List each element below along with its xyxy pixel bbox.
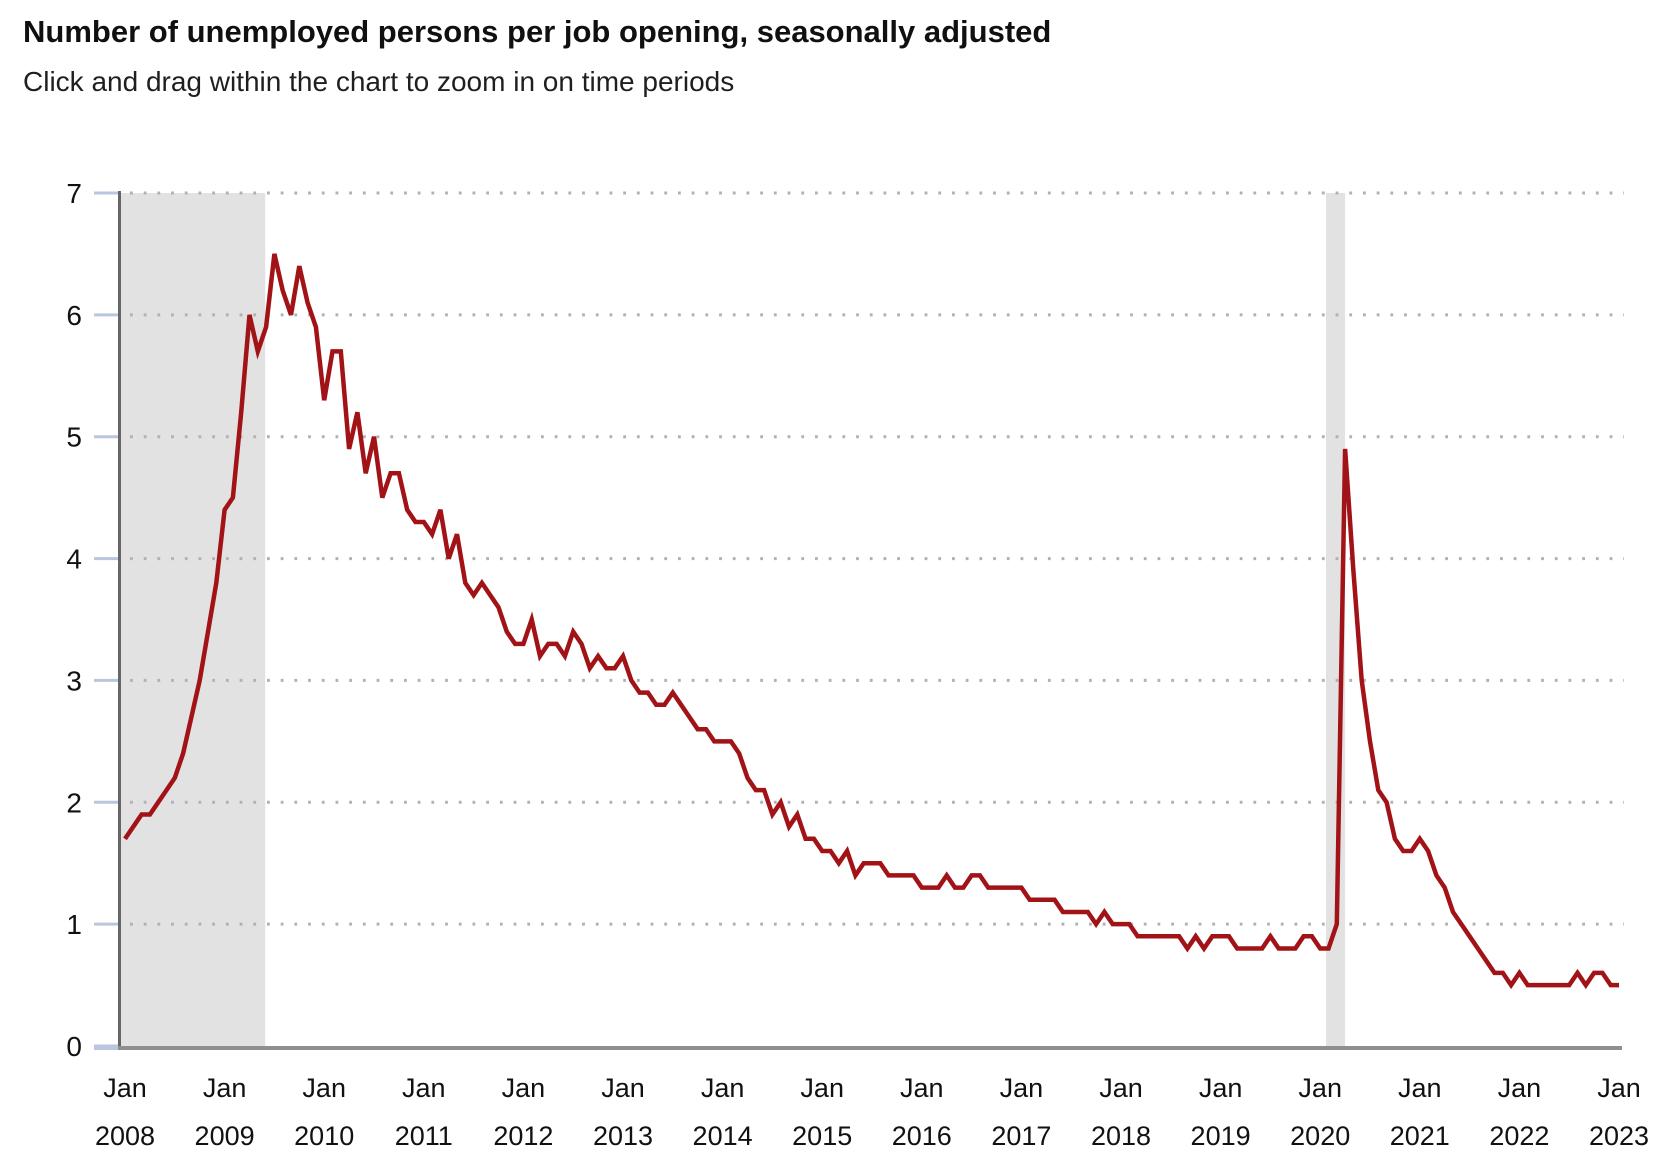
y-axis-label: 6 [66,300,82,331]
x-axis-label-year: 2009 [195,1121,255,1151]
x-axis-label-month: Jan [701,1073,745,1103]
x-axis-label-year: 2008 [95,1121,155,1151]
x-axis-label-year: 2016 [892,1121,952,1151]
x-axis-label-year: 2019 [1191,1121,1251,1151]
x-axis-label-year: 2010 [294,1121,354,1151]
x-axis-label-year: 2013 [593,1121,653,1151]
y-axis-label: 2 [66,787,82,818]
x-axis-label-year: 2015 [792,1121,852,1151]
recession-band [119,193,266,1046]
x-axis-label-month: Jan [1498,1073,1542,1103]
page-title: Number of unemployed persons per job ope… [23,14,1052,49]
x-axis-label-year: 2023 [1589,1121,1649,1151]
x-axis-label-month: Jan [1597,1073,1641,1103]
x-axis-label-month: Jan [1199,1073,1243,1103]
x-axis-label-month: Jan [900,1073,944,1103]
x-axis-label-year: 2011 [395,1121,453,1151]
x-axis-label-month: Jan [203,1073,247,1103]
x-axis-label-year: 2014 [693,1121,753,1151]
y-axis-label: 0 [66,1031,82,1062]
x-axis-label-month: Jan [1099,1073,1143,1103]
x-axis-label-month: Jan [1398,1073,1442,1103]
x-axis-label-year: 2020 [1290,1121,1350,1151]
x-axis-label-year: 2012 [493,1121,553,1151]
x-axis-label-month: Jan [601,1073,645,1103]
x-axis-label-year: 2021 [1390,1121,1450,1151]
y-axis-label: 1 [66,909,82,940]
data-line [123,253,1619,990]
x-axis-label-month: Jan [502,1073,546,1103]
x-axis-label-month: Jan [1000,1073,1044,1103]
y-axis-label: 5 [66,422,82,453]
x-axis-label-month: Jan [103,1073,147,1103]
x-axis-label-month: Jan [1298,1073,1342,1103]
y-axis-label: 4 [66,544,82,575]
x-axis-label-month: Jan [800,1073,844,1103]
x-axis-label-year: 2017 [991,1121,1051,1151]
y-axis-label: 7 [66,178,82,209]
x-axis-label-month: Jan [402,1073,446,1103]
x-axis-label-year: 2022 [1489,1121,1549,1151]
x-axis-label-month: Jan [302,1073,346,1103]
y-axis-label: 3 [66,665,82,696]
x-axis-label-year: 2018 [1091,1121,1151,1151]
page-subtitle: Click and drag within the chart to zoom … [23,66,735,97]
